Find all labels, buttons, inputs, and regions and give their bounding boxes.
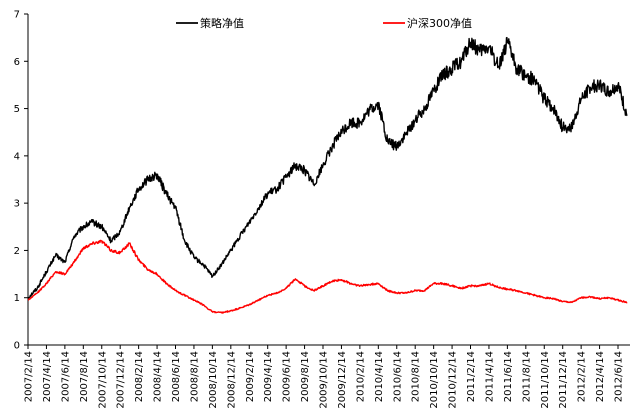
series-line-1 — [27, 36, 628, 299]
x-tick-label: 2008/10/14 — [208, 351, 219, 409]
legend: 策略净值 沪深300净值 — [176, 16, 472, 30]
y-tick-label: 5 — [14, 104, 20, 115]
x-tick-label: 2010/8/14 — [411, 351, 422, 402]
x-tick-label: 2011/6/14 — [503, 351, 514, 402]
x-tick-label: 2012/6/14 — [614, 351, 625, 402]
y-tick-label: 1 — [14, 293, 20, 304]
x-tick-label: 2012/4/14 — [595, 351, 606, 402]
x-tick-label: 2009/12/14 — [337, 351, 348, 409]
x-tick-label: 2007/4/14 — [42, 351, 53, 402]
x-tick-label: 2007/12/14 — [116, 351, 127, 409]
y-tick-label: 7 — [14, 10, 20, 21]
series-lines — [27, 36, 628, 314]
x-tick-label: 2011/2/14 — [466, 351, 477, 402]
x-tick-label: 2011/12/14 — [558, 351, 569, 409]
x-tick-label: 2012/2/14 — [577, 351, 588, 402]
x-tick-label: 2009/6/14 — [282, 351, 293, 402]
x-tick-label: 2010/6/14 — [392, 351, 403, 402]
x-tick-label: 2008/4/14 — [153, 351, 164, 402]
x-tick-label: 2011/10/14 — [540, 351, 551, 409]
y-tick-label: 2 — [14, 246, 20, 257]
x-tick-label: 2010/2/14 — [355, 351, 366, 402]
x-tick-label: 2007/6/14 — [60, 351, 71, 402]
x-tick-label: 2010/12/14 — [448, 351, 459, 409]
x-tick-label: 2009/10/14 — [319, 351, 330, 409]
y-tick-label: 6 — [14, 57, 20, 68]
x-tick-label: 2007/10/14 — [97, 351, 108, 409]
legend-label-2: 沪深300净值 — [407, 16, 472, 30]
x-tick-label: 2010/10/14 — [429, 351, 440, 409]
x-tick-label: 2008/2/14 — [134, 351, 145, 402]
x-tick-label: 2007/2/14 — [24, 351, 35, 402]
x-tick-label: 2011/4/14 — [484, 351, 495, 402]
series-line-2 — [27, 239, 628, 314]
legend-label-1: 策略净值 — [200, 16, 244, 30]
x-tick-label: 2007/8/14 — [79, 351, 90, 402]
x-tick-label: 2008/12/14 — [226, 351, 237, 409]
y-axis: 0 1 2 3 4 5 6 7 — [14, 10, 29, 352]
x-tick-label: 2010/4/14 — [374, 351, 385, 402]
x-tick-label: 2009/4/14 — [263, 351, 274, 402]
y-tick-label: 4 — [14, 151, 20, 162]
x-tick-label: 2011/8/14 — [521, 351, 532, 402]
x-axis: 2007/2/14 2007/4/14 2007/6/14 2007/8/14 2007… — [24, 344, 630, 409]
x-tick-label: 2008/6/14 — [171, 351, 182, 402]
x-tick-label: 2008/8/14 — [189, 351, 200, 402]
y-tick-label: 0 — [14, 341, 20, 352]
x-tick-label: 2009/2/14 — [245, 351, 256, 402]
y-tick-label: 3 — [14, 199, 20, 210]
x-tick-label: 2009/8/14 — [300, 351, 311, 402]
